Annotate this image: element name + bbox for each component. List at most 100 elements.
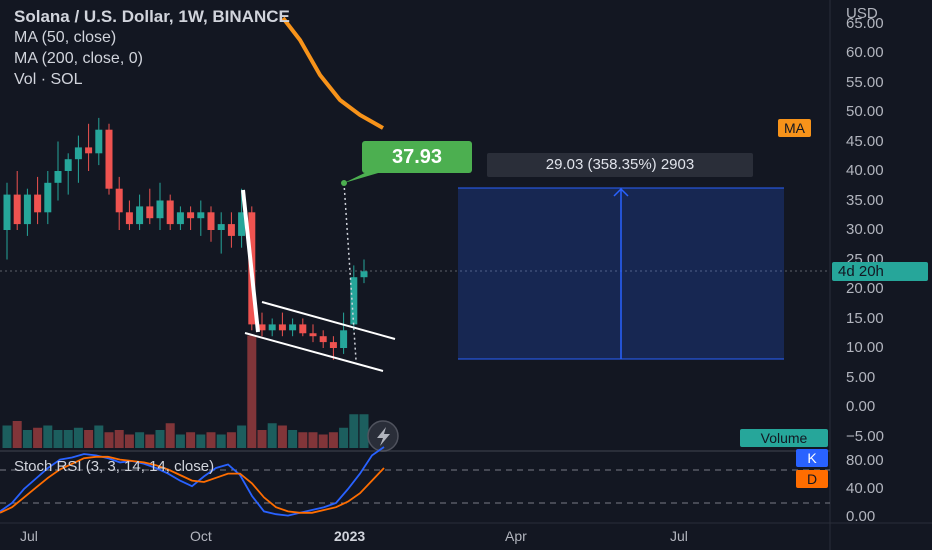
ma-50-line — [281, 16, 384, 130]
price-tick: 5.00 — [846, 368, 876, 386]
volume-bar — [104, 432, 114, 448]
volume-bar — [135, 432, 145, 448]
volume-bar — [12, 421, 22, 448]
candle-body — [268, 324, 276, 331]
volume-bar — [277, 425, 287, 448]
price-tick: 65.00 — [846, 14, 884, 32]
price-tick: 50.00 — [846, 103, 884, 120]
measure-label[interactable]: 29.03 (358.35%) 2903 — [487, 153, 753, 177]
stoch-rsi-title[interactable]: Stoch RSI (3, 3, 14, 14, close) — [14, 458, 215, 475]
volume-bar — [53, 430, 63, 448]
volume-bar — [247, 335, 257, 448]
volume-bar — [33, 427, 43, 448]
candle-body — [217, 224, 225, 230]
candle-body — [54, 171, 62, 183]
time-label-jul-2[interactable]: Jul — [670, 528, 688, 544]
price-tick: 60.00 — [846, 44, 884, 61]
candle-body — [299, 324, 307, 334]
target-price-callout[interactable]: 37.93 — [362, 141, 472, 173]
candle-body — [156, 200, 164, 219]
candle-body — [207, 212, 215, 230]
volume-bars — [2, 335, 369, 448]
volume-bar — [43, 425, 53, 448]
candle-body — [44, 182, 52, 213]
measure-arrowhead — [613, 187, 629, 197]
price-tick: 10.00 — [846, 339, 884, 356]
price-tick: 45.00 — [846, 132, 884, 150]
candle-body — [187, 212, 195, 219]
volume-bar — [206, 432, 216, 448]
volume-bar — [257, 430, 267, 448]
price-tick: 55.00 — [846, 73, 884, 91]
time-label-apr[interactable]: Apr — [505, 528, 527, 544]
candle-body — [85, 147, 93, 154]
candle-body — [95, 129, 103, 154]
candle-body — [329, 342, 337, 348]
volume-bar — [114, 430, 124, 448]
volume-bar — [339, 427, 349, 448]
indicator-volume[interactable]: Vol · SOL — [14, 71, 83, 88]
time-label-oct[interactable]: Oct — [190, 528, 212, 544]
candle-body — [13, 194, 21, 225]
volume-bar — [175, 434, 185, 448]
candle-body — [64, 159, 72, 171]
candle-body — [166, 200, 174, 225]
price-tick: 30.00 — [846, 221, 884, 238]
volume-bar — [94, 425, 104, 448]
volume-bar — [237, 425, 247, 448]
volume-bar — [145, 434, 155, 448]
stoch-tick: 80.00 — [846, 452, 884, 469]
volume-bar — [226, 432, 236, 448]
price-tick: 0.00 — [846, 398, 876, 415]
volume-bar — [308, 432, 318, 448]
volume-bar — [267, 423, 277, 448]
indicator-ma50[interactable]: MA (50, close) — [14, 29, 117, 46]
candle-body — [3, 194, 11, 230]
candle-body — [74, 147, 82, 160]
stoch-tick: 0.00 — [846, 508, 876, 525]
candle-body — [176, 212, 184, 225]
flag-lower-trendline[interactable] — [244, 332, 384, 372]
candle-body — [105, 129, 113, 189]
candle-body — [340, 330, 348, 348]
symbol-title[interactable]: Solana / U.S. Dollar, 1W, BINANCE — [14, 7, 290, 26]
stoch-tick: 40.00 — [846, 480, 884, 497]
volume-bar — [84, 430, 94, 448]
volume-bar — [2, 425, 12, 448]
candlesticks — [3, 117, 368, 360]
candle-body — [319, 336, 327, 343]
stoch-d-line — [0, 455, 385, 514]
time-label-2023[interactable]: 2023 — [334, 528, 366, 544]
candle-body — [350, 277, 358, 325]
volume-bar — [359, 414, 369, 448]
volume-bar — [124, 434, 134, 448]
candle-body — [197, 212, 205, 219]
ma-tag: MA — [778, 119, 811, 137]
volume-bar — [165, 423, 175, 448]
currency-label[interactable]: USD — [846, 5, 878, 22]
volume-bar — [298, 432, 308, 448]
d-tag: D — [796, 470, 828, 488]
chart-legend: Solana / U.S. Dollar, 1W, BINANCE MA (50… — [14, 6, 290, 90]
volume-bar — [216, 434, 226, 448]
stoch-k-line — [0, 446, 385, 517]
price-tick: 20.00 — [846, 280, 884, 297]
volume-bar — [196, 434, 206, 448]
volume-bar — [186, 432, 196, 448]
flagpole-line[interactable] — [241, 189, 260, 333]
candle-body — [146, 206, 154, 219]
countdown-tag: 4d 20h — [832, 262, 928, 281]
volume-bar — [288, 430, 298, 448]
volume-bar — [63, 430, 73, 448]
candle-body — [34, 194, 42, 213]
candle-body — [258, 324, 266, 331]
volume-bar — [328, 432, 338, 448]
indicator-ma200[interactable]: MA (200, close, 0) — [14, 50, 143, 67]
candle-body — [238, 212, 246, 236]
candle-body — [360, 271, 368, 278]
time-label-jul[interactable]: Jul — [20, 528, 38, 544]
volume-bar — [155, 430, 165, 448]
candle-body — [309, 333, 317, 337]
flag-upper-trendline[interactable] — [261, 301, 396, 340]
